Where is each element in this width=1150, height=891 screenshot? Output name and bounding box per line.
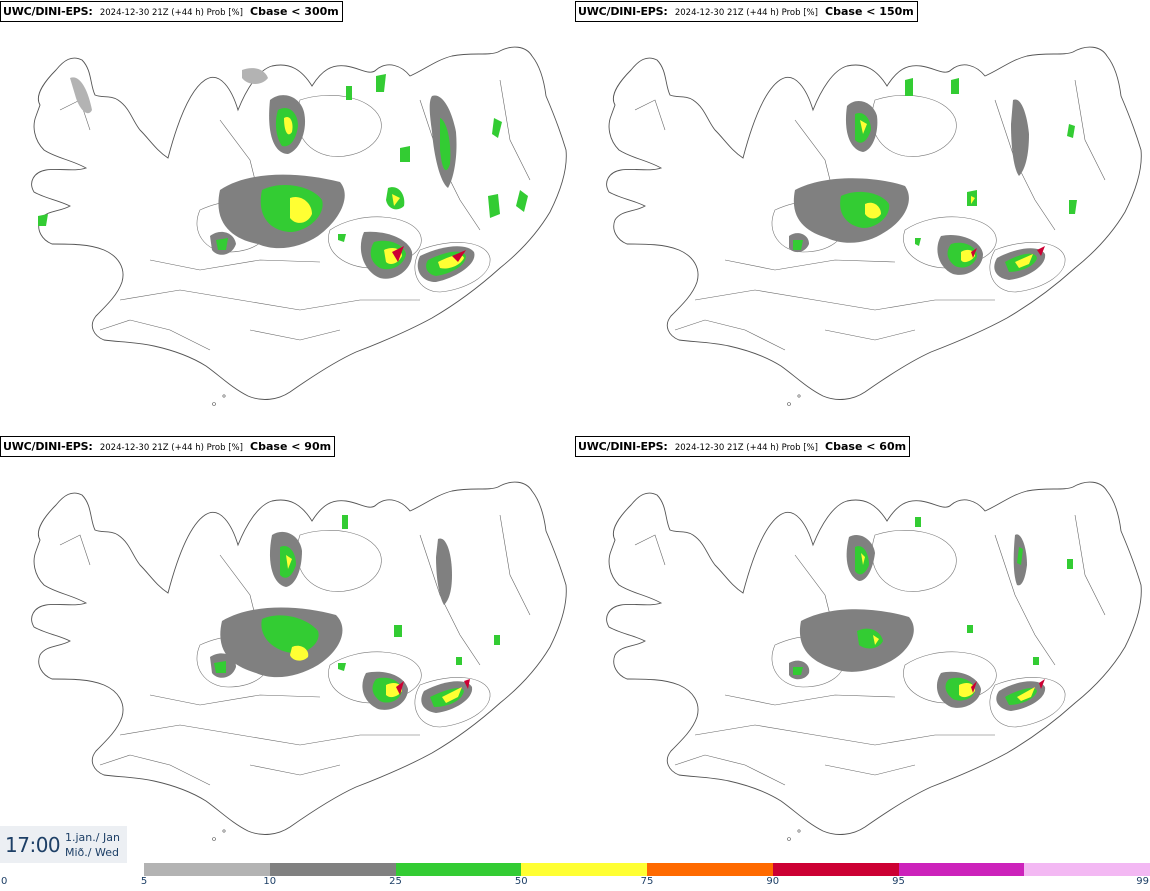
probability-colorbar: [144, 863, 1150, 876]
colorbar-tick-label: 25: [389, 876, 402, 887]
valid-date: 1.jan./ Jan: [65, 831, 120, 844]
panel-title: UWC/DINI-EPS: 2024-12-30 21Z (+44 h) Pro…: [575, 436, 911, 457]
colorbar-tick-label: 10: [263, 876, 277, 887]
valid-time: 17:00: [5, 833, 61, 857]
colorbar-segment: [1024, 863, 1150, 876]
model-name: UWC/DINI-EPS: [578, 440, 664, 453]
run-info: 2024-12-30 21Z (+44 h) Prob [%]: [674, 443, 818, 453]
iceland-map: [31, 481, 567, 841]
colorbar-segment: [772, 863, 899, 876]
threshold-label: Cbase < 90m: [250, 440, 332, 453]
colorbar-tick-label: 75: [640, 876, 654, 887]
colorbar-tick-label: 90: [766, 876, 780, 887]
map-panel-cbase-90m: UWC/DINI-EPS: 2024-12-30 21Z (+44 h) Pro…: [0, 435, 575, 870]
map-panel-cbase-60m: UWC/DINI-EPS: 2024-12-30 21Z (+44 h) Pro…: [575, 435, 1150, 870]
probability-shading: [210, 515, 500, 713]
colorbar-segment: [647, 863, 773, 876]
threshold-label: Cbase < 60m: [825, 440, 907, 453]
colorbar-tick-label: 99: [1136, 876, 1149, 887]
threshold-label: Cbase < 300m: [250, 5, 339, 18]
colorbar-tick-label: 95: [892, 876, 905, 887]
probability-shading: [789, 517, 1073, 711]
colorbar-segment: [898, 863, 1025, 876]
colorbar-tick-label: 5: [140, 876, 148, 887]
valid-time-box: 17:00 1.jan./ Jan Mið./ Wed: [0, 826, 127, 863]
probability-shading: [789, 78, 1077, 280]
iceland-map: [606, 481, 1142, 841]
model-name: UWC/DINI-EPS: [3, 440, 89, 453]
run-info: 2024-12-30 21Z (+44 h) Prob [%]: [99, 8, 243, 18]
iceland-map: [31, 46, 567, 406]
model-name: UWC/DINI-EPS: [3, 5, 89, 18]
map-panel-cbase-150m: UWC/DINI-EPS: 2024-12-30 21Z (+44 h) Pro…: [575, 0, 1150, 435]
panel-title: UWC/DINI-EPS: 2024-12-30 21Z (+44 h) Pro…: [0, 436, 336, 457]
probability-shading: [38, 68, 528, 282]
panel-title: UWC/DINI-EPS: 2024-12-30 21Z (+44 h) Pro…: [575, 1, 918, 22]
panel-title: UWC/DINI-EPS: 2024-12-30 21Z (+44 h) Pro…: [0, 1, 343, 22]
iceland-map: [606, 46, 1142, 406]
colorbar-segment: [521, 863, 647, 876]
run-info: 2024-12-30 21Z (+44 h) Prob [%]: [99, 443, 243, 453]
threshold-label: Cbase < 150m: [825, 5, 914, 18]
colorbar-segment: [269, 863, 396, 876]
run-info: 2024-12-30 21Z (+44 h) Prob [%]: [674, 8, 818, 18]
colorbar-segment: [395, 863, 522, 876]
model-name: UWC/DINI-EPS: [578, 5, 664, 18]
colorbar-ticks: 0 5 10 25 50 75 90 95 99: [0, 876, 1150, 890]
valid-weekday: Mið./ Wed: [65, 846, 119, 859]
colorbar-tick-label: 50: [514, 876, 528, 887]
colorbar-tick-label: 0: [1, 876, 8, 887]
map-panel-cbase-300m: UWC/DINI-EPS: 2024-12-30 21Z (+44 h) Pro…: [0, 0, 575, 435]
colorbar-segment: [144, 863, 270, 876]
